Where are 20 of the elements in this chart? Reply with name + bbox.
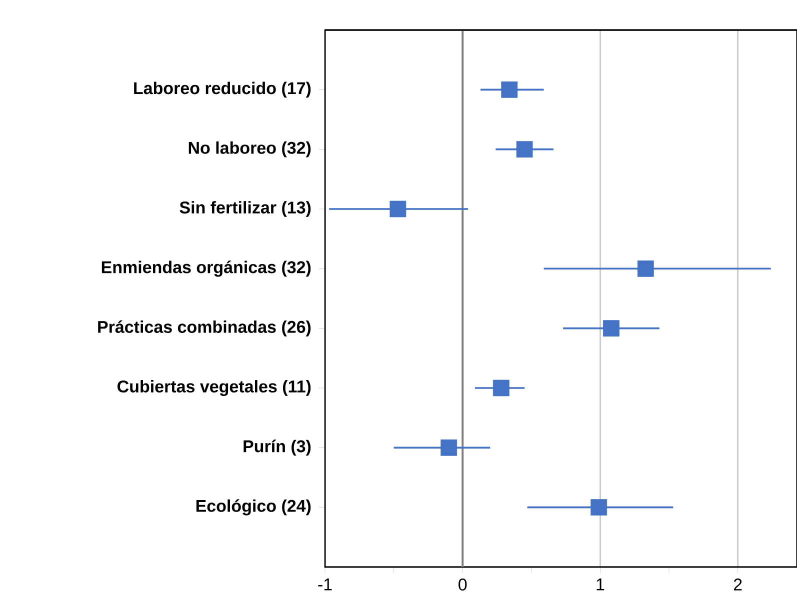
point (501, 81, 518, 98)
point (603, 320, 620, 337)
point (492, 380, 510, 396)
point (590, 499, 608, 516)
y-tick-label: No laboreo (32) (188, 141, 311, 158)
y-tick-label: Laboreo reducido (17) (134, 82, 311, 98)
x-tick-label: 0 (458, 578, 467, 591)
x-tick-label: 1 (596, 578, 604, 590)
x-tick-label: 2 (734, 578, 742, 590)
point (637, 260, 654, 277)
x-tick-label: -1 (318, 578, 332, 590)
y-tick-label: Prácticas combinadas (26) (98, 320, 311, 336)
y-tick-label: Cubiertas vegetales (11) (118, 380, 311, 396)
y-tick-label: Purín (3) (244, 440, 311, 456)
y-tick-label: Enmiendas orgánicas (32) (102, 260, 311, 277)
point (516, 141, 533, 158)
point (390, 200, 406, 218)
y-tick-label: Ecológico (24) (196, 499, 311, 516)
point (440, 439, 458, 456)
y-tick-label: Sin fertilizar (13) (180, 201, 311, 217)
